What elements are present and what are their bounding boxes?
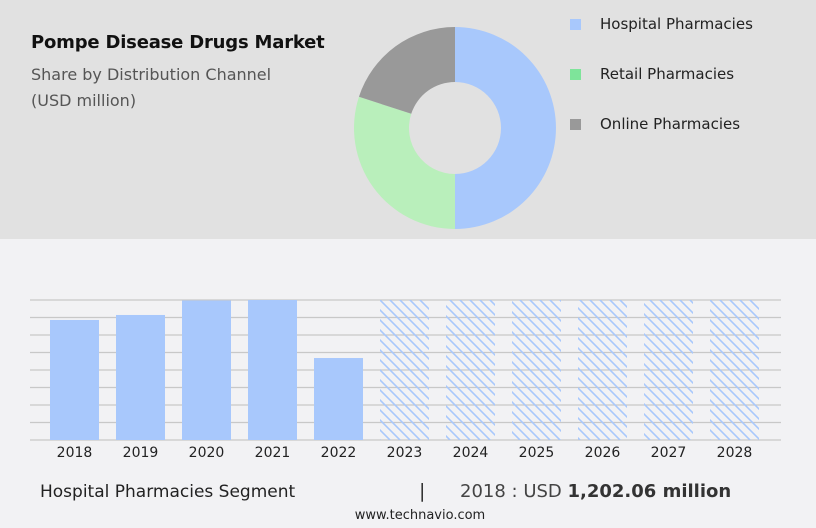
legend-swatch-online — [570, 118, 581, 130]
legend-item-online: Online Pharmacies — [570, 112, 740, 136]
bar-2020 — [182, 300, 231, 440]
x-label-2022: 2022 — [320, 445, 357, 461]
bar-2028 — [710, 300, 759, 440]
x-label-2024: 2024 — [452, 445, 489, 461]
value-year-prefix: 2018 : USD — [460, 481, 568, 502]
subtitle-line-1: Share by Distribution Channel — [31, 65, 272, 84]
x-label-2020: 2020 — [188, 445, 225, 461]
segment-label: Hospital Pharmacies Segment — [40, 482, 296, 502]
chart-title: Pompe Disease Drugs Market — [31, 32, 325, 53]
bar-2026 — [578, 300, 627, 440]
x-label-2027: 2027 — [650, 445, 687, 461]
chart-subtitle: Share by Distribution Channel (USD milli… — [31, 62, 271, 114]
bar-2024 — [446, 300, 495, 440]
bar-2022 — [314, 358, 363, 440]
bar-2019 — [116, 314, 165, 440]
bar-2025 — [512, 300, 561, 440]
x-label-2021: 2021 — [254, 445, 291, 461]
legend-item-hospital: Hospital Pharmacies — [570, 12, 753, 36]
donut-slice-retail-pharmacies — [354, 96, 455, 230]
bar-chart: 2018 2019 2020 2021 2022 2023 2024 2025 2026 2027… — [0, 240, 816, 470]
x-label-2018: 2018 — [56, 445, 93, 461]
legend-label: Retail Pharmacies — [600, 65, 735, 83]
footer-separator: | — [419, 480, 426, 502]
bar-2018 — [50, 319, 99, 440]
bars — [50, 300, 759, 440]
subtitle-line-2: (USD million) — [31, 91, 137, 110]
source-url: www.technavio.com — [354, 508, 486, 523]
legend-label: Online Pharmacies — [600, 115, 741, 133]
x-label-2023: 2023 — [386, 445, 423, 461]
legend-label: Hospital Pharmacies — [600, 15, 753, 33]
bar-2023 — [380, 300, 429, 440]
legend-swatch-hospital — [570, 18, 581, 30]
bar-2021 — [248, 300, 297, 440]
x-label-2026: 2026 — [584, 445, 621, 461]
donut-slice-hospital-pharmacies — [455, 27, 556, 229]
donut-chart — [350, 24, 560, 234]
legend-item-retail: Retail Pharmacies — [570, 62, 734, 86]
segment-value: 2018 : USD 1,202.06 million — [460, 481, 731, 502]
x-label-2025: 2025 — [518, 445, 555, 461]
bar-2027 — [644, 300, 693, 440]
x-label-2028: 2028 — [716, 445, 753, 461]
donut-slice-online-pharmacies — [358, 27, 455, 114]
legend-swatch-retail — [570, 68, 581, 80]
value-amount: 1,202.06 million — [567, 481, 732, 502]
x-label-2019: 2019 — [122, 445, 159, 461]
